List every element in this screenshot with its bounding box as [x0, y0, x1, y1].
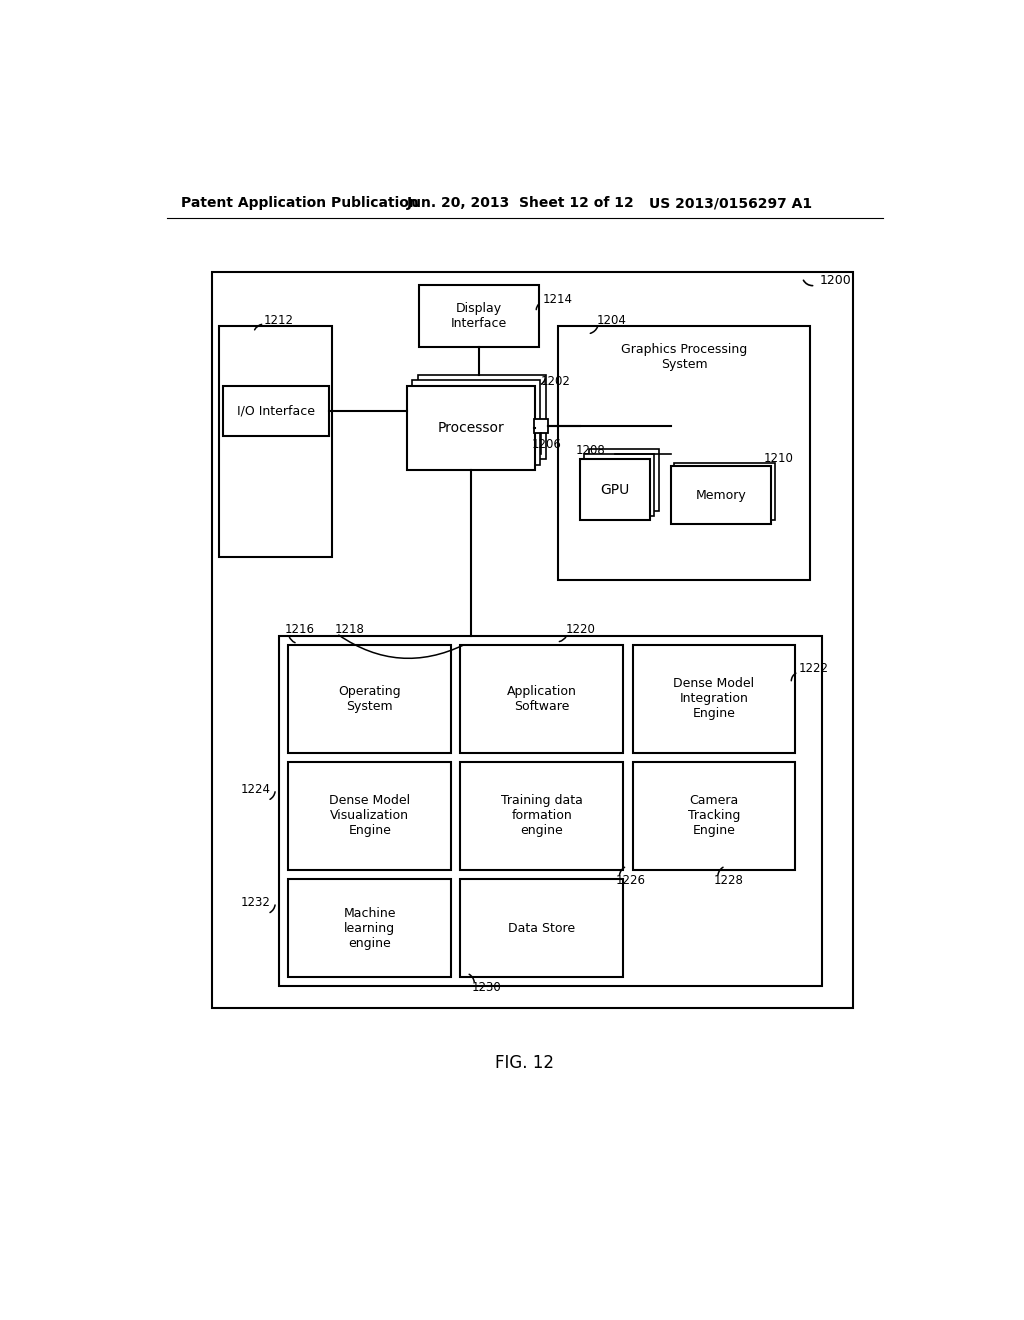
Text: 1214: 1214 — [543, 293, 572, 306]
Text: Processor: Processor — [437, 421, 504, 434]
Text: Graphics Processing
System: Graphics Processing System — [621, 343, 748, 371]
FancyArrowPatch shape — [537, 304, 539, 310]
Text: 1208: 1208 — [575, 445, 606, 458]
FancyArrowPatch shape — [559, 636, 566, 642]
Bar — [633, 645, 796, 752]
Text: 1222: 1222 — [799, 661, 829, 675]
Bar — [289, 762, 452, 870]
Text: Camera
Tracking
Engine: Camera Tracking Engine — [688, 795, 740, 837]
Bar — [413, 380, 541, 465]
Bar — [558, 326, 810, 581]
Bar — [418, 375, 546, 459]
Text: 1224: 1224 — [241, 783, 270, 796]
FancyArrowPatch shape — [590, 326, 598, 334]
Text: Application
Software: Application Software — [507, 685, 577, 713]
Bar — [671, 466, 771, 524]
Bar — [280, 636, 821, 986]
Text: Dense Model
Integration
Engine: Dense Model Integration Engine — [674, 677, 755, 721]
Text: Machine
learning
engine: Machine learning engine — [343, 907, 396, 949]
Text: 1212: 1212 — [263, 314, 294, 326]
Text: Display
Interface: Display Interface — [451, 302, 507, 330]
Bar — [212, 272, 853, 1007]
FancyArrowPatch shape — [718, 867, 723, 875]
Bar — [675, 462, 775, 520]
FancyArrowPatch shape — [792, 673, 796, 681]
Text: 1232: 1232 — [241, 896, 270, 908]
FancyArrowPatch shape — [804, 280, 813, 285]
Text: Patent Application Publication: Patent Application Publication — [180, 197, 419, 210]
Bar — [407, 385, 535, 470]
Bar — [289, 879, 452, 977]
FancyArrowPatch shape — [270, 792, 275, 800]
Bar — [535, 418, 548, 433]
Text: 1200: 1200 — [820, 273, 852, 286]
Bar — [461, 645, 624, 752]
Text: Operating
System: Operating System — [339, 685, 401, 713]
Bar — [419, 285, 539, 347]
Bar — [219, 326, 332, 557]
Bar — [222, 385, 329, 436]
Text: FIG. 12: FIG. 12 — [496, 1055, 554, 1072]
Text: Data Store: Data Store — [508, 921, 575, 935]
Text: 1226: 1226 — [615, 874, 645, 887]
Bar — [589, 450, 658, 511]
Text: Memory: Memory — [695, 488, 746, 502]
Text: 1220: 1220 — [566, 623, 596, 636]
Text: Jun. 20, 2013  Sheet 12 of 12: Jun. 20, 2013 Sheet 12 of 12 — [407, 197, 635, 210]
Bar — [289, 645, 452, 752]
FancyArrowPatch shape — [255, 325, 262, 330]
Text: 1210: 1210 — [764, 453, 794, 465]
Text: 1218: 1218 — [335, 623, 365, 636]
FancyArrowPatch shape — [620, 867, 625, 875]
Text: GPU: GPU — [600, 483, 630, 496]
Text: Training data
formation
engine: Training data formation engine — [501, 795, 583, 837]
FancyArrowPatch shape — [270, 906, 275, 912]
Text: 1202: 1202 — [541, 375, 571, 388]
FancyArrowPatch shape — [289, 636, 295, 643]
Text: US 2013/0156297 A1: US 2013/0156297 A1 — [649, 197, 812, 210]
Text: 1216: 1216 — [285, 623, 314, 636]
Text: 1230: 1230 — [472, 981, 502, 994]
Bar — [461, 879, 624, 977]
Text: 1228: 1228 — [714, 874, 743, 887]
FancyArrowPatch shape — [469, 974, 474, 982]
Text: 1204: 1204 — [597, 314, 627, 326]
FancyArrowPatch shape — [542, 379, 545, 384]
Text: 1206: 1206 — [531, 437, 561, 450]
Bar — [585, 454, 654, 516]
Text: Dense Model
Visualization
Engine: Dense Model Visualization Engine — [330, 795, 411, 837]
Bar — [633, 762, 796, 870]
Bar — [580, 459, 649, 520]
FancyArrowPatch shape — [339, 635, 464, 659]
Bar — [461, 762, 624, 870]
Text: I/O Interface: I/O Interface — [237, 404, 314, 417]
